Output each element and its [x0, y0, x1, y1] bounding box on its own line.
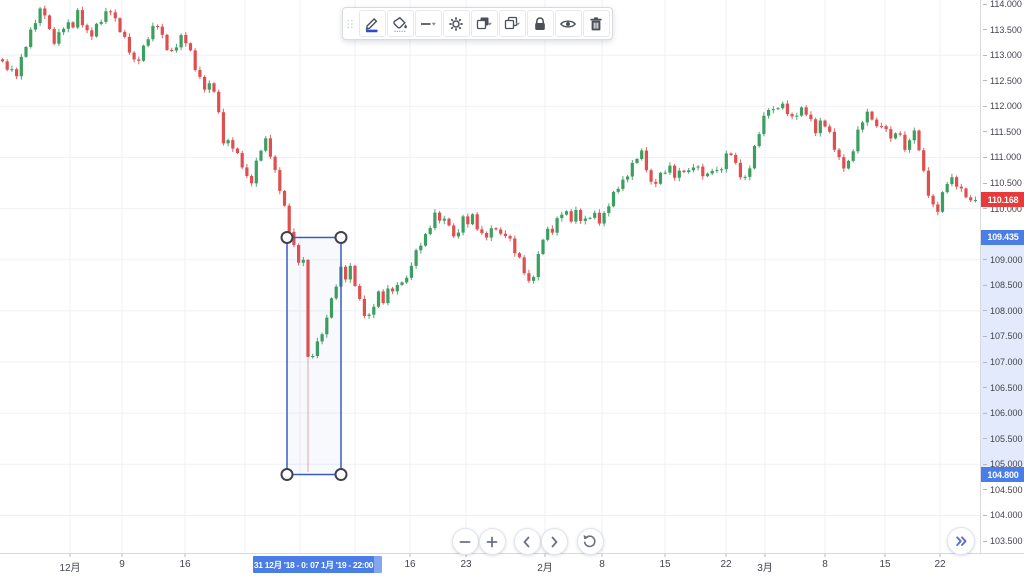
candlestick-chart[interactable]	[0, 0, 980, 553]
drag-handle-icon	[347, 19, 353, 28]
time-tick-label: 8	[599, 559, 605, 570]
minus-icon	[459, 540, 471, 543]
price-tick-label: 110.000	[983, 204, 1022, 214]
price-axis-selection-highlight	[981, 237, 1024, 475]
price-tick-label: 112.000	[983, 101, 1022, 111]
collapse-axis-button[interactable]	[947, 527, 975, 555]
price-tick-label: 105.500	[983, 434, 1023, 444]
clone-button[interactable]	[498, 10, 526, 37]
reset-icon	[583, 534, 596, 547]
price-tick-label: 106.000	[983, 408, 1023, 418]
price-tick-label: 104.500	[983, 485, 1023, 495]
time-tick-label: 9	[119, 559, 125, 570]
rectangle-corner-handle[interactable]	[280, 230, 294, 244]
time-tick-label: 16	[404, 559, 416, 570]
price-tick-label: 107.500	[983, 331, 1023, 341]
price-axis[interactable]: 114.000 113.500 113.000 112.500 112.000 111.5…	[980, 0, 1024, 553]
time-tick-label: 2月	[537, 563, 553, 574]
settings-button[interactable]	[442, 10, 470, 37]
time-tick-label: 3月	[757, 563, 773, 574]
price-tick-label: 108.000	[983, 306, 1023, 316]
delete-button[interactable]	[582, 10, 610, 37]
time-tick-label: 8	[822, 559, 828, 570]
rectangle-corner-handle[interactable]	[334, 230, 348, 244]
time-tick-label: 12月	[59, 563, 81, 574]
price-tick-label: 107.000	[983, 357, 1023, 367]
trash-icon	[590, 16, 602, 30]
price-tick-label: 103.500	[983, 536, 1023, 546]
price-tick-label: 110.500	[983, 178, 1022, 188]
rectangle-drawing[interactable]	[280, 230, 348, 482]
layers-icon	[476, 17, 492, 29]
visibility-button[interactable]	[554, 10, 582, 37]
rectangle-corner-handle[interactable]	[334, 468, 348, 482]
rectangle-price-label: 104.800	[981, 467, 1024, 482]
drawing-toolbar	[342, 7, 613, 40]
chevron-left-icon	[523, 536, 530, 547]
price-tick-label: 105.000	[983, 459, 1023, 469]
candlestick-series	[0, 5, 977, 472]
rectangle-corner-handle[interactable]	[280, 468, 294, 482]
paint-bucket-icon	[393, 16, 407, 32]
grid-lines	[0, 0, 980, 553]
double-chevron-right-icon	[956, 536, 967, 546]
scroll-right-button[interactable]	[540, 528, 568, 555]
price-tick-label: 108.500	[983, 280, 1023, 290]
time-range-label: 31 12月 '18 - 0: 07 1月 '19 - 22:00	[253, 556, 374, 573]
last-price-label: 110.168	[981, 192, 1024, 208]
layer-order-button[interactable]	[470, 10, 498, 37]
clone-icon	[504, 16, 520, 29]
zoom-in-button[interactable]	[478, 528, 506, 555]
drawing-color-button[interactable]	[358, 10, 386, 37]
chevron-right-icon	[551, 536, 558, 547]
plus-icon	[486, 536, 498, 547]
time-tick-label: 22	[934, 559, 946, 570]
price-tick-label: 109.000	[983, 255, 1023, 265]
fill-color-button[interactable]	[386, 10, 414, 37]
toolbar-drag-handle[interactable]	[345, 10, 358, 37]
time-tick-label: 15	[659, 559, 671, 570]
price-tick-label: 114.000	[983, 0, 1022, 9]
time-tick-label: 16	[179, 559, 191, 570]
price-tick-label: 106.500	[983, 383, 1023, 393]
line-width-icon	[421, 22, 436, 26]
price-tick-label: 104.000	[983, 510, 1023, 520]
scroll-left-button[interactable]	[513, 528, 541, 555]
time-axis[interactable]: 12月 9 16 16 23 2月 8 15 22 3月 8 15 22 31 12月 '18 - 0: …	[0, 553, 1024, 576]
lock-button[interactable]	[526, 10, 554, 37]
price-tick-label: 112.500	[983, 76, 1022, 86]
price-tick-label: 111.000	[983, 152, 1021, 162]
price-tick-label: 111.500	[983, 127, 1021, 137]
line-width-button[interactable]	[414, 10, 442, 37]
time-tick-label: 23	[460, 559, 472, 570]
reset-view-button[interactable]	[576, 528, 604, 555]
time-tick-label: 22	[720, 559, 732, 570]
lock-icon	[535, 16, 545, 30]
price-tick-label: 113.500	[983, 25, 1022, 35]
gear-icon	[449, 16, 463, 31]
eye-icon	[559, 19, 577, 28]
pencil-icon	[365, 17, 378, 32]
rectangle-price-label: 109.435	[981, 229, 1024, 245]
time-tick-label: 15	[879, 559, 891, 570]
price-tick-label: 113.000	[983, 50, 1022, 60]
zoom-out-button[interactable]	[451, 528, 479, 555]
